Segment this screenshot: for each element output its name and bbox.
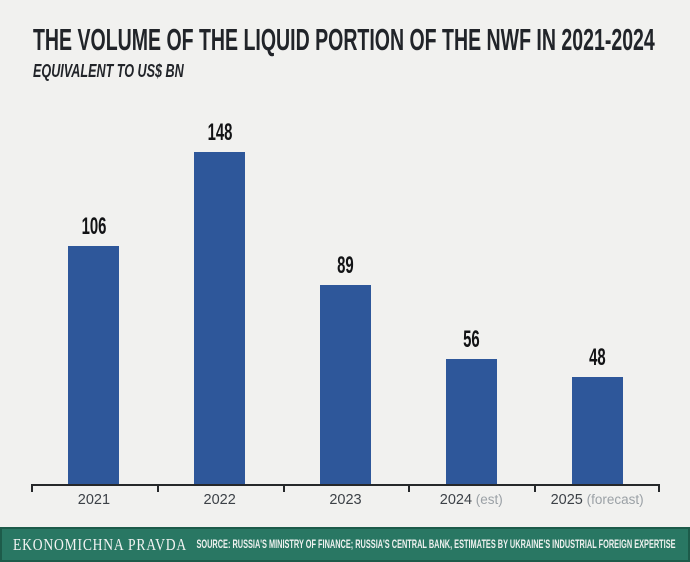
bar-2024 xyxy=(445,359,497,485)
axis-tick xyxy=(156,484,159,492)
x-axis-line xyxy=(31,484,660,486)
bar-2021 xyxy=(68,246,120,485)
axis-tick xyxy=(658,484,660,492)
bar-value-label: 48 xyxy=(588,344,606,371)
bar-value-label: 148 xyxy=(207,119,233,146)
chart-title: THE VOLUME OF THE LIQUID PORTION OF THE … xyxy=(33,21,655,57)
x-axis-label: 2023 xyxy=(329,492,362,508)
bar-2022 xyxy=(194,152,246,485)
bar-value-label: 106 xyxy=(81,213,107,240)
bar-value-label: 89 xyxy=(337,252,354,279)
source-attribution: SOURCE: RUSSIA'S MINISTRY OF FINANCE; RU… xyxy=(196,538,676,551)
x-axis-label: 2021 xyxy=(77,492,111,508)
x-axis-label: 2025 (forecast) xyxy=(550,492,644,508)
bar-2023 xyxy=(320,285,371,485)
axis-tick xyxy=(408,484,411,492)
x-axis-label: 2024 (est) xyxy=(439,492,503,508)
chart-subtitle: EQUIVALENT TO US$ BN xyxy=(33,61,184,81)
axis-tick xyxy=(282,484,285,492)
bar-value-label: 56 xyxy=(463,326,480,353)
footer-bar: EKONOMICHNA PRAVDA SOURCE: RUSSIA'S MINI… xyxy=(0,527,690,562)
bar-2025 xyxy=(571,377,623,485)
axis-tick xyxy=(31,484,33,492)
axis-tick xyxy=(534,484,537,492)
x-axis-label: 2022 xyxy=(203,492,236,508)
brand-logo: EKONOMICHNA PRAVDA xyxy=(13,534,187,554)
